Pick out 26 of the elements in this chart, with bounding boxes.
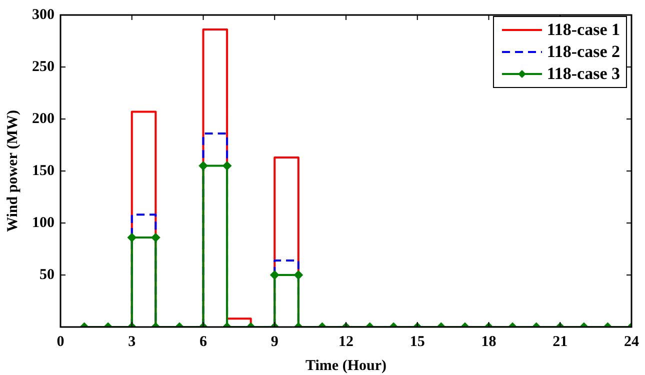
y-tick-label: 100 [32, 214, 54, 231]
x-tick-label: 21 [552, 334, 568, 350]
point [127, 233, 136, 242]
x-tick-label: 18 [481, 334, 496, 350]
legend-label: 118-case 3 [546, 63, 620, 85]
point [151, 233, 160, 242]
x-tick-label: 12 [338, 334, 354, 350]
legend-label: 118-case 1 [546, 19, 620, 41]
x-axis-title: Time (Hour) [306, 358, 386, 374]
legend-label: 118-case 2 [546, 41, 620, 63]
x-tick-label: 15 [410, 334, 425, 350]
point [198, 161, 208, 170]
y-tick-label: 300 [32, 6, 54, 23]
x-tick-label: 9 [270, 334, 278, 350]
x-tick-label: 0 [56, 334, 64, 350]
y-tick-label: 200 [32, 110, 54, 127]
y-tick-label: 50 [40, 266, 54, 283]
x-tick-label: 6 [200, 334, 208, 350]
y-tick-label: 250 [32, 58, 54, 75]
x-tick-label: 3 [128, 334, 136, 350]
y-tick-label: 150 [32, 162, 54, 179]
y-axis-title: Wind power (MW) [4, 110, 21, 232]
point [222, 161, 232, 170]
x-tick-label: 24 [624, 334, 640, 350]
point [270, 270, 280, 280]
point [294, 270, 303, 280]
